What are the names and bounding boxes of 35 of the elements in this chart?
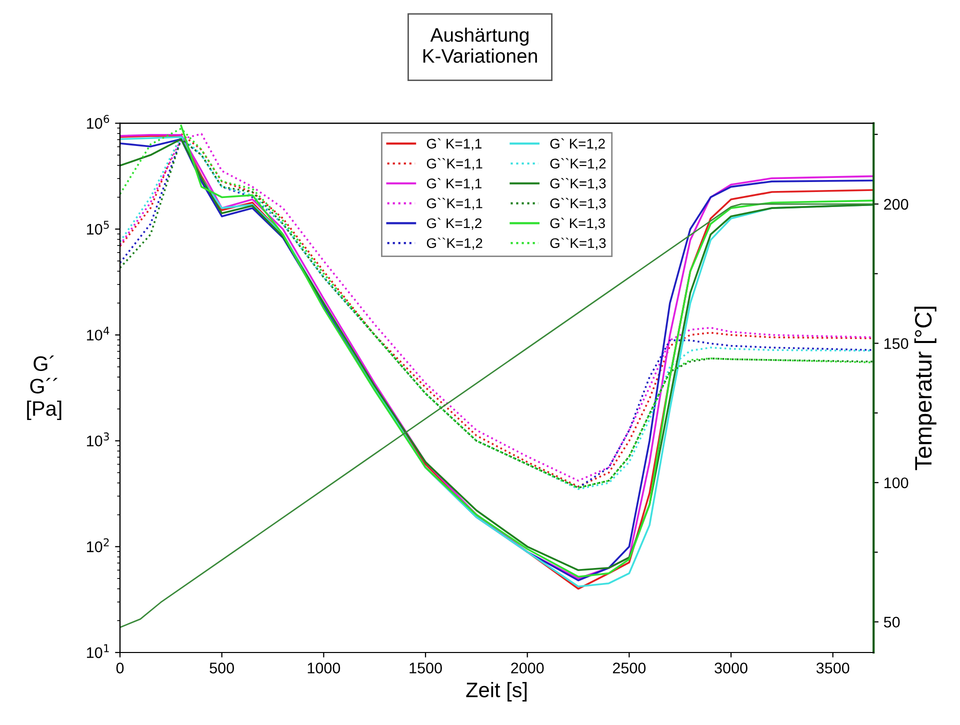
- x-tick-label: 3500: [816, 662, 850, 674]
- y-tick-label: 10$^{4}$: [87, 326, 110, 341]
- y-axis-title: G´ G´´ [Pa]: [27, 355, 62, 420]
- x-tick-label: 3000: [714, 662, 748, 674]
- x-tick-label: 1000: [308, 662, 340, 674]
- y2-axis-title: Temperatur [°C]: [914, 306, 936, 470]
- legend-label: G` K=1,2: [426, 218, 482, 230]
- legend-label: G` K=1,1: [426, 178, 482, 190]
- x-tick-label: 1500: [410, 662, 442, 674]
- x-tick-label: 2000: [511, 662, 544, 674]
- y-tick-label: 10$^{5}$: [87, 220, 109, 235]
- y2-tick-label: 100: [884, 477, 908, 488]
- y-tick-label: 10$^{1}$: [87, 644, 109, 658]
- y-tick-label: 10$^{6}$: [87, 114, 110, 129]
- y-tick-label: 10$^{3}$: [87, 432, 109, 446]
- legend-label: G``K=1,3: [550, 198, 606, 210]
- chart-subtitle: K-Variationen: [423, 48, 537, 63]
- y-tick-label: 10$^{2}$: [87, 538, 109, 552]
- legend-label: G``K=1,1: [426, 198, 482, 210]
- legend-label: G``K=1,3: [550, 238, 606, 250]
- legend-label: G``K=1,1: [426, 158, 482, 170]
- legend-label: G``K=1,2: [550, 158, 606, 170]
- x-tick-label: 500: [210, 662, 234, 674]
- legend-label: G` K=1,3: [550, 218, 605, 230]
- legend-label: G` K=1,1: [426, 138, 482, 150]
- legend-label: G` K=1,2: [550, 138, 605, 150]
- y2-tick-label: 150: [884, 338, 908, 349]
- x-tick-label: 2500: [612, 662, 646, 674]
- legend-label: G``K=1,2: [426, 238, 482, 250]
- x-tick-label: 0: [116, 662, 124, 674]
- legend-label: G``K=1,3: [550, 178, 606, 190]
- y2-tick-label: 50: [884, 616, 900, 628]
- x-axis-title: Zeit [s]: [466, 682, 527, 702]
- y2-tick-label: 200: [884, 198, 908, 210]
- chart-title: Aushärtung: [430, 28, 528, 46]
